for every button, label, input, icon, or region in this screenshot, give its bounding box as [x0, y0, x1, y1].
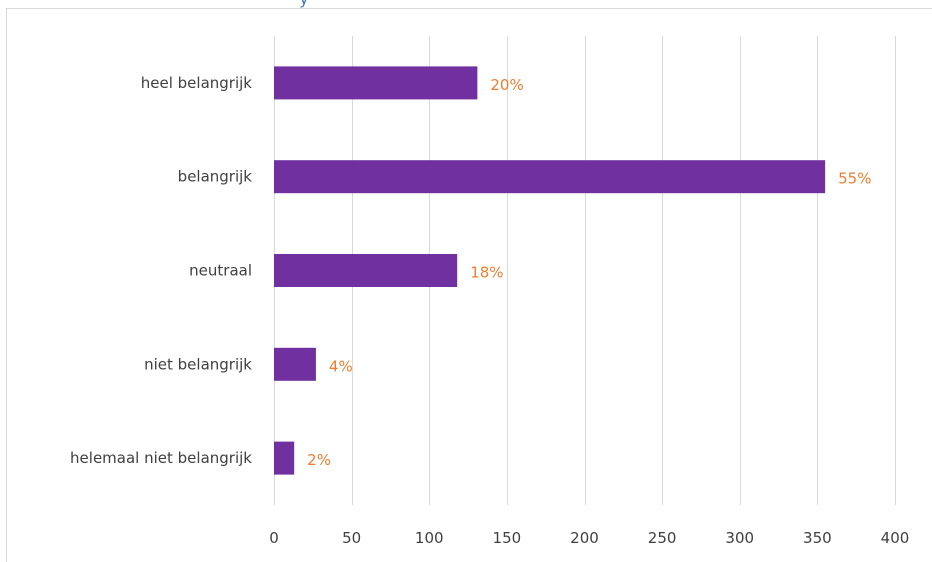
- bar-0: [274, 66, 478, 100]
- category-label: helemaal niet belangrijk: [70, 449, 252, 467]
- x-tick-label: 50: [342, 529, 361, 547]
- x-tick-label: 350: [803, 529, 832, 547]
- data-label: 55%: [838, 170, 871, 188]
- x-tick-label: 200: [570, 529, 599, 547]
- data-label: 18%: [470, 264, 503, 282]
- bar-4: [274, 441, 295, 475]
- data-label: 4%: [329, 357, 353, 375]
- data-label: 20%: [490, 76, 523, 94]
- cropped-top-text: y: [300, 0, 308, 9]
- bar-1: [274, 160, 826, 194]
- x-tick-label: 150: [493, 529, 522, 547]
- bar-2: [274, 254, 458, 287]
- x-tick-label: 250: [648, 529, 677, 547]
- category-label: heel belangrijk: [141, 74, 253, 92]
- x-tick-label: 100: [415, 529, 444, 547]
- bar-3: [274, 347, 316, 381]
- x-tick-label: 400: [881, 529, 910, 547]
- chart-border-left: [6, 8, 7, 562]
- category-label: neutraal: [189, 262, 252, 280]
- chart-border-top: [6, 8, 932, 9]
- data-label: 2%: [307, 451, 331, 469]
- x-tick-label: 0: [269, 529, 279, 547]
- category-label: belangrijk: [178, 168, 253, 186]
- x-tick-label: 300: [725, 529, 754, 547]
- category-label: niet belangrijk: [144, 355, 252, 373]
